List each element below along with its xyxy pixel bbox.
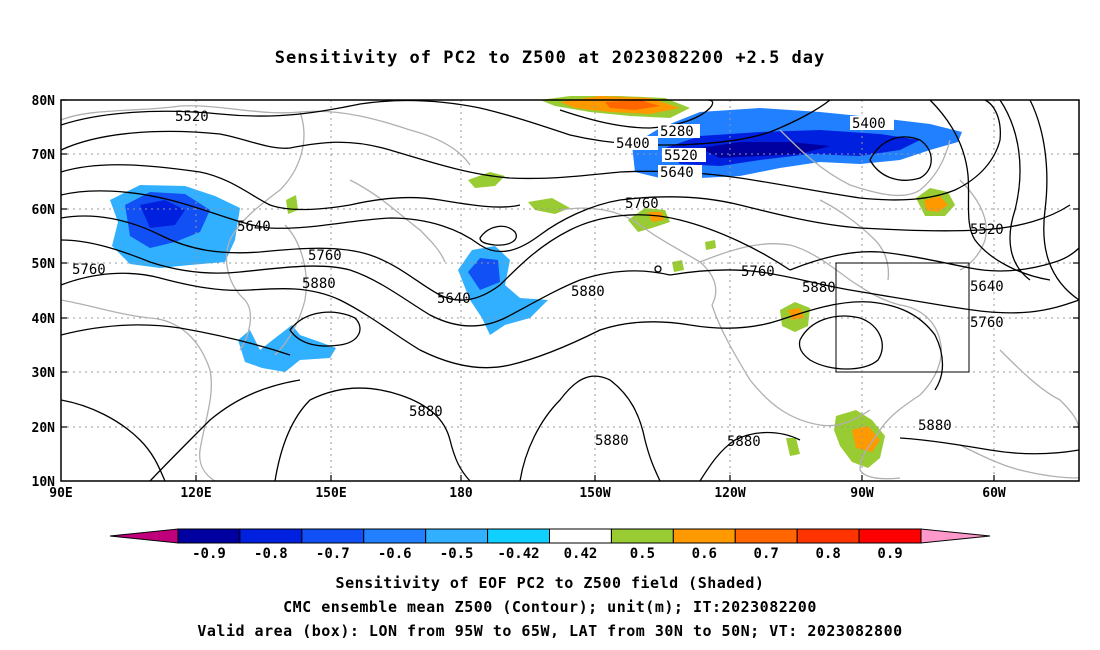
lat-label: 30N <box>32 366 56 381</box>
contour-label: 5880 <box>409 404 443 420</box>
lon-label: 180 <box>449 486 473 501</box>
colorbar: -0.9 -0.8 -0.7 -0.6 -0.5 -0.42 0.42 0.5 0.6 0.7 0.… <box>109 528 991 562</box>
contour-label: 5520 <box>175 109 209 125</box>
caption-contour: CMC ensemble mean Z500 (Contour); unit(m… <box>283 598 817 616</box>
contour-label: 5760 <box>625 196 659 212</box>
lon-label: 150W <box>579 486 610 501</box>
colorbar-swatch <box>734 528 798 544</box>
colorbar-label: 0.5 <box>630 546 655 562</box>
colorbar-swatch <box>858 528 922 544</box>
positive-small-6 <box>786 438 800 456</box>
contour-label: 5880 <box>918 418 952 434</box>
colorbar-under-arrow <box>109 528 179 544</box>
negative-region-dateline <box>458 246 548 335</box>
colorbar-swatch <box>610 528 674 544</box>
z500-contours <box>60 99 1080 482</box>
colorbar-swatch <box>425 528 489 544</box>
contour-label: 5640 <box>970 279 1004 295</box>
contour-label: 5520 <box>970 222 1004 238</box>
lat-label: 40N <box>32 312 56 327</box>
contour-label: 5760 <box>970 315 1004 331</box>
chart-title: Sensitivity of PC2 to Z500 at 2023082200… <box>274 48 826 68</box>
contour-labels: 5520 5280 5400 5520 5640 5400 5520 5640 … <box>72 109 1004 450</box>
contour-label: 5760 <box>308 248 342 264</box>
colorbar-swatch <box>301 528 365 544</box>
contour-label: 5640 <box>437 291 471 307</box>
contour-label: 5760 <box>741 264 775 280</box>
colorbar-label: -0.42 <box>497 546 539 562</box>
positive-small-2 <box>528 198 570 214</box>
graticule <box>61 100 1079 481</box>
colorbar-label: -0.7 <box>316 546 350 562</box>
lon-label: 120E <box>180 486 211 501</box>
caption-valid-area: Valid area (box): LON from 95W to 65W, L… <box>197 622 903 640</box>
colorbar-swatch <box>239 528 303 544</box>
contour-label: 5400 <box>616 136 650 152</box>
colorbar-swatch <box>549 528 612 544</box>
map-frame <box>60 99 1080 482</box>
contour-label: 5880 <box>727 434 761 450</box>
colorbar-label: 0.6 <box>692 546 717 562</box>
lon-label: 90W <box>850 486 874 501</box>
lat-label: 60N <box>32 203 56 218</box>
colorbar-swatch <box>487 528 551 544</box>
positive-small-5 <box>705 240 716 250</box>
contour-label: 5640 <box>237 219 271 235</box>
axis-ticks <box>61 99 1079 481</box>
colorbar-over-arrow <box>920 528 991 544</box>
lon-label: 150E <box>315 486 346 501</box>
positive-max-arctic <box>605 100 660 110</box>
colorbar-swatch <box>363 528 427 544</box>
contour-label: 5760 <box>72 262 106 278</box>
lat-label: 80N <box>32 94 56 109</box>
lat-label: 20N <box>32 421 56 436</box>
contour-label: 5880 <box>595 433 629 449</box>
coastlines <box>60 105 1080 482</box>
latitude-labels: 80N 70N 60N 50N 40N 30N 20N 10N <box>32 94 56 490</box>
colorbar-label: -0.5 <box>440 546 474 562</box>
lon-label: 60W <box>982 486 1006 501</box>
small-low-marker <box>654 265 662 273</box>
contour-label: 5520 <box>664 148 698 164</box>
colorbar-label: -0.9 <box>192 546 226 562</box>
positive-small-4 <box>672 260 684 272</box>
lat-label: 70N <box>32 148 56 163</box>
contour-label: 5880 <box>802 280 836 296</box>
contour-label: 5400 <box>852 116 886 132</box>
negative-max-arctic <box>700 142 830 158</box>
lon-label: 90E <box>49 486 72 501</box>
negative-max-siberia <box>140 200 185 228</box>
positive-core-greenland <box>924 196 948 212</box>
shading-layer <box>110 96 962 468</box>
colorbar-label: 0.9 <box>877 546 902 562</box>
negative-core-dateline <box>468 258 500 290</box>
colorbar-swatch <box>672 528 736 544</box>
lat-label: 10N <box>32 475 56 490</box>
positive-small-1 <box>468 172 505 188</box>
caption-shading: Sensitivity of EOF PC2 to Z500 field (Sh… <box>335 574 765 592</box>
lon-label: 120W <box>714 486 745 501</box>
longitude-labels: 90E 120E 150E 180 150W 120W 90W 60W <box>49 486 1006 501</box>
positive-core-alaska <box>648 212 664 222</box>
valid-area-box <box>835 262 970 373</box>
contour-label: 5880 <box>302 276 336 292</box>
lat-label: 50N <box>32 257 56 272</box>
positive-core-midwest <box>788 308 804 320</box>
contour-label: 5640 <box>660 165 694 181</box>
colorbar-swatch <box>177 528 241 544</box>
colorbar-label: 0.7 <box>754 546 779 562</box>
negative-region-japan <box>238 325 336 372</box>
colorbar-label: -0.6 <box>378 546 412 562</box>
positive-small-3 <box>286 195 298 214</box>
contour-label: 5280 <box>660 124 694 140</box>
colorbar-label: 0.42 <box>564 546 598 562</box>
colorbar-label: -0.8 <box>254 546 288 562</box>
contour-label: 5880 <box>571 284 605 300</box>
colorbar-label: 0.8 <box>815 546 840 562</box>
colorbar-swatch <box>796 528 860 544</box>
positive-core-mexico <box>852 426 880 452</box>
